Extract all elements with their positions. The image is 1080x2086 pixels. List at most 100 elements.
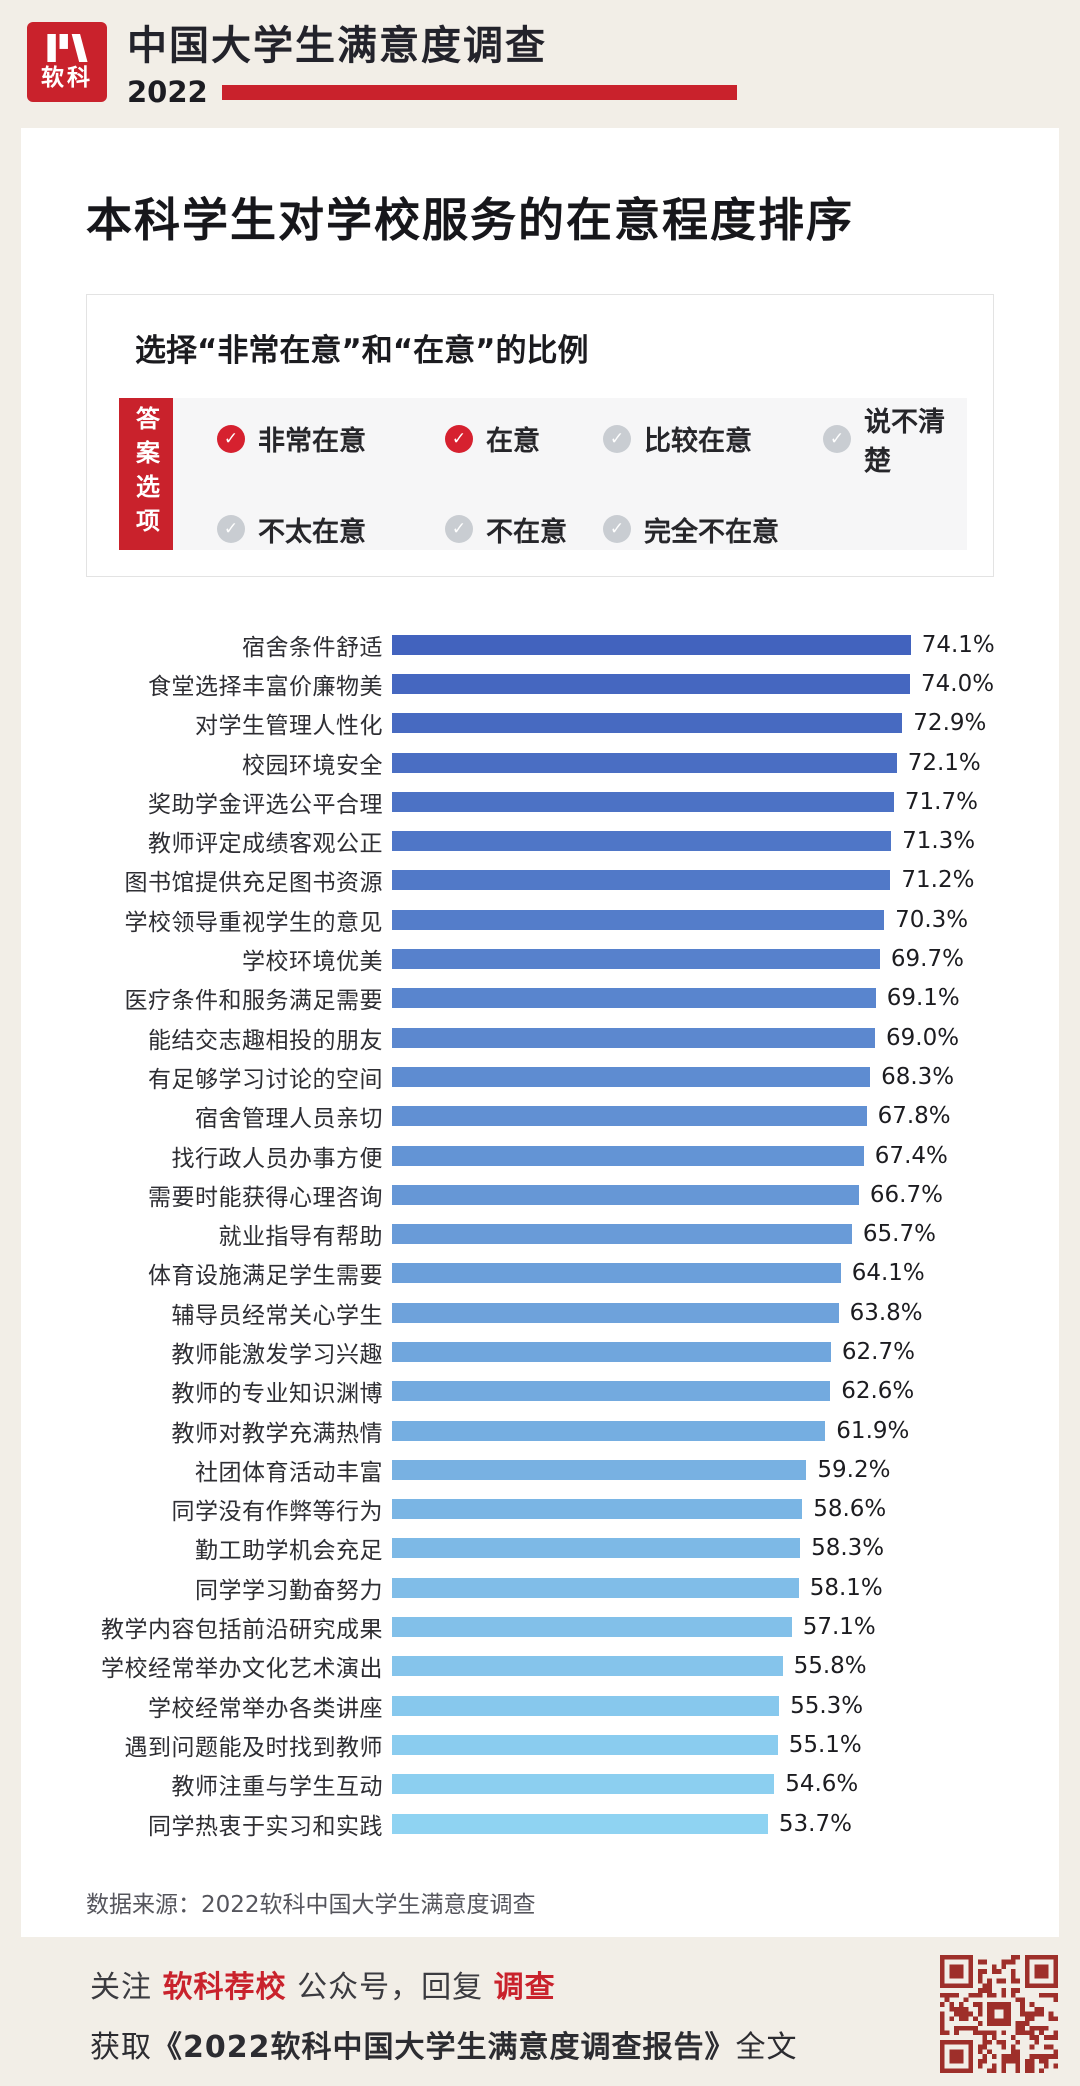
footer-line1-middle: 公众号，回复 [286, 1969, 494, 2005]
page-title: 本科学生对学校服务的在意程度排序 [86, 193, 854, 247]
bar [392, 1774, 775, 1795]
survey-year: 2022 [127, 75, 208, 109]
bar-row: 宿舍管理人员亲切 67.8% [21, 1097, 1059, 1136]
bar [392, 1813, 768, 1834]
header: 软科 中国大学生满意度调查 2022 [0, 0, 1080, 128]
bar-row: 就业指导有帮助 65.7% [21, 1214, 1059, 1253]
bar-row: 体育设施满足学生需要 64.1% [21, 1254, 1059, 1293]
bar-label: 校园环境安全 [242, 752, 383, 779]
bar [392, 1617, 792, 1638]
content-card: 本科学生对学校服务的在意程度排序 选择“非常在意”和“在意”的比例 答案选项 ✓… [21, 128, 1059, 1937]
bar [392, 673, 910, 694]
bar-value: 67.8% [877, 1103, 951, 1130]
bar-value: 61.9% [836, 1417, 910, 1444]
bar-label: 教师的专业知识渊博 [171, 1381, 383, 1408]
bar-row: 教师的专业知识渊博 62.6% [21, 1372, 1059, 1411]
bar-value: 74.0% [921, 670, 995, 697]
unchecked-circle-icon: ✓ [445, 515, 473, 543]
bar-value: 55.8% [793, 1653, 867, 1680]
bar [392, 870, 891, 891]
unchecked-circle-icon: ✓ [217, 515, 245, 543]
bar-value: 65.7% [862, 1221, 936, 1248]
bar-row: 教师评定成绩客观公正 71.3% [21, 821, 1059, 860]
answer-options-tab: 答案选项 [119, 398, 173, 550]
legend-option-label: 在意 [486, 426, 540, 457]
bar [392, 1381, 831, 1402]
bar [392, 791, 894, 812]
bar-label: 需要时能获得心理咨询 [148, 1184, 383, 1211]
bar-value: 74.1% [921, 631, 995, 658]
bar-value: 59.2% [817, 1456, 891, 1483]
bar-value: 53.7% [778, 1810, 852, 1837]
legend-option-label: 非常在意 [258, 426, 366, 457]
bar [392, 1224, 852, 1245]
bar [392, 1341, 831, 1362]
bar-value: 69.7% [890, 946, 964, 973]
checked-circle-icon: ✓ [445, 424, 473, 453]
bar-label: 有足够学习讨论的空间 [148, 1066, 383, 1093]
bar-row: 社团体育活动丰富 59.2% [21, 1450, 1059, 1489]
bar-value: 64.1% [851, 1260, 925, 1287]
bar-row: 学校环境优美 69.7% [21, 939, 1059, 978]
bar [392, 1577, 799, 1598]
bar-label: 同学学习勤奋努力 [195, 1577, 383, 1604]
legend-option-label: 完全不在意 [644, 516, 779, 548]
bar-row: 找行政人员办事方便 67.4% [21, 1136, 1059, 1175]
legend-box: 选择“非常在意”和“在意”的比例 答案选项 ✓ 非常在意 ✓ 在意 ✓ 比较在意 ✓ 说不清楚… [86, 294, 994, 577]
legend-option: ✓ 不在意 [445, 510, 603, 549]
ruanke-logo-mark-icon [47, 34, 88, 62]
legend-option: ✓ 说不清楚 [823, 400, 967, 478]
bar-label: 对学生管理人性化 [195, 713, 383, 740]
bar-value: 66.7% [869, 1181, 943, 1208]
bar [392, 1499, 803, 1520]
bar-value: 72.9% [913, 710, 987, 737]
bar-label: 同学没有作弊等行为 [171, 1499, 383, 1526]
legend-option: ✓ 非常在意 [217, 400, 445, 478]
bar-row: 学校经常举办各类讲座 55.3% [21, 1686, 1059, 1725]
bar-value: 71.7% [904, 788, 978, 815]
bar-row: 学校领导重视学生的意见 70.3% [21, 900, 1059, 939]
footer: 关注 软科荐校 公众号，回复 调查 获取《2022软科中国大学生满意度调查报告》… [0, 1937, 1080, 2086]
footer-account-name: 软科荐校 [162, 1969, 287, 2005]
bar-value: 62.6% [841, 1378, 915, 1405]
bar [392, 1420, 826, 1441]
bar-label: 社团体育活动丰富 [195, 1459, 383, 1486]
bar-label: 宿舍管理人员亲切 [195, 1106, 383, 1133]
title-underline-bar [221, 84, 737, 100]
bar-label: 奖助学金评选公平合理 [148, 791, 383, 818]
bar-label: 食堂选择丰富价廉物美 [148, 673, 383, 700]
footer-line2-suffix: 全文 [735, 2029, 798, 2065]
bar [392, 988, 876, 1009]
bar [392, 634, 911, 655]
bar-label: 找行政人员办事方便 [171, 1145, 383, 1172]
bar-value: 71.3% [902, 828, 976, 855]
qr-code [940, 1954, 1058, 2073]
bar-value: 69.1% [886, 985, 960, 1012]
legend-option-label: 不在意 [486, 516, 567, 548]
bar-value: 58.6% [813, 1496, 887, 1523]
bar-row: 教学内容包括前沿研究成果 57.1% [21, 1607, 1059, 1646]
legend-option: ✓ 完全不在意 [603, 510, 823, 549]
bar-row: 校园环境安全 72.1% [21, 743, 1059, 782]
bar-value: 57.1% [802, 1614, 876, 1641]
bar-value: 63.8% [849, 1299, 923, 1326]
bar-label: 教师对教学充满热情 [171, 1420, 383, 1447]
bar-label: 遇到问题能及时找到教师 [124, 1734, 383, 1761]
legend-body: 答案选项 ✓ 非常在意 ✓ 在意 ✓ 比较在意 ✓ 说不清楚 ✓ 不太在意 ✓ 不在意 ✓ 完全不在意 [119, 398, 967, 550]
bar-label: 宿舍条件舒适 [242, 634, 383, 661]
bar [392, 1734, 778, 1755]
bar-label: 学校经常举办文化艺术演出 [101, 1656, 383, 1683]
bar-row: 遇到问题能及时找到教师 55.1% [21, 1725, 1059, 1764]
bar [392, 1066, 871, 1087]
bar [392, 831, 892, 852]
bar [392, 1302, 839, 1323]
legend-option: ✓ 在意 [445, 400, 603, 478]
bar-value: 55.1% [788, 1731, 862, 1758]
bar-row: 同学没有作弊等行为 58.6% [21, 1490, 1059, 1529]
checked-circle-icon: ✓ [217, 424, 245, 453]
legend-option: ✓ 比较在意 [603, 400, 823, 478]
footer-text: 关注 软科荐校 公众号，回复 调查 获取《2022软科中国大学生满意度调查报告》… [90, 1962, 798, 2066]
ruanke-logo: 软科 [27, 22, 107, 102]
bar [392, 1459, 807, 1480]
bar-label: 能结交志趣相投的朋友 [148, 1027, 383, 1054]
